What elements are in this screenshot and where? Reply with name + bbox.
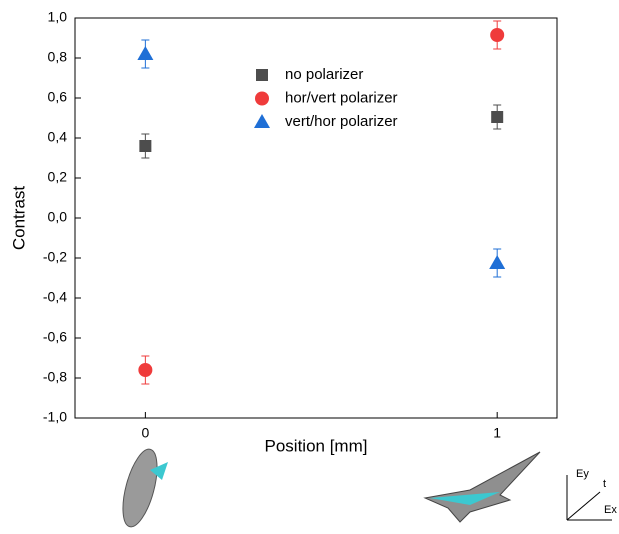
chart: Position [mm] Contrast -1,0 -0,8 -0,6 -0,4 -…: [0, 0, 619, 534]
axis-annotation: t: [603, 478, 606, 490]
beam-shape: [425, 452, 540, 522]
x-tick-label: 1: [493, 425, 501, 441]
marker: [139, 140, 151, 152]
marker: [489, 255, 505, 269]
axis-annotation: Ex: [604, 504, 617, 516]
beam-shape: [116, 446, 164, 531]
legend-label: no polarizer: [285, 66, 363, 83]
y-tick-label: -1,0: [43, 409, 67, 425]
y-tick-label: -0,6: [43, 329, 67, 345]
y-tick-label: 0,4: [48, 129, 68, 145]
y-axis-title: Contrast: [9, 186, 28, 251]
marker: [137, 46, 153, 60]
legend-label: hor/vert polarizer: [285, 89, 398, 106]
axis-arrow: [567, 492, 600, 520]
y-tick-label: -0,4: [43, 289, 67, 305]
marker: [255, 92, 269, 106]
y-tick-label: -0,2: [43, 249, 67, 265]
marker: [254, 114, 270, 128]
illustration-left: [116, 446, 168, 531]
x-axis-title: Position [mm]: [265, 436, 368, 455]
x-tick-label: 0: [141, 425, 149, 441]
marker: [491, 111, 503, 123]
illustration-right: [425, 452, 540, 522]
marker: [138, 363, 152, 377]
axis-annotation: Ey: [576, 468, 589, 480]
y-tick-label: 0,8: [48, 49, 68, 65]
y-tick-label: 0,6: [48, 89, 68, 105]
y-tick-label: -0,8: [43, 369, 67, 385]
y-tick-label: 0,0: [48, 209, 68, 225]
marker: [256, 69, 268, 81]
legend-label: vert/hor polarizer: [285, 113, 398, 130]
y-tick-label: 1,0: [48, 9, 68, 25]
marker: [490, 28, 504, 42]
y-tick-label: 0,2: [48, 169, 68, 185]
